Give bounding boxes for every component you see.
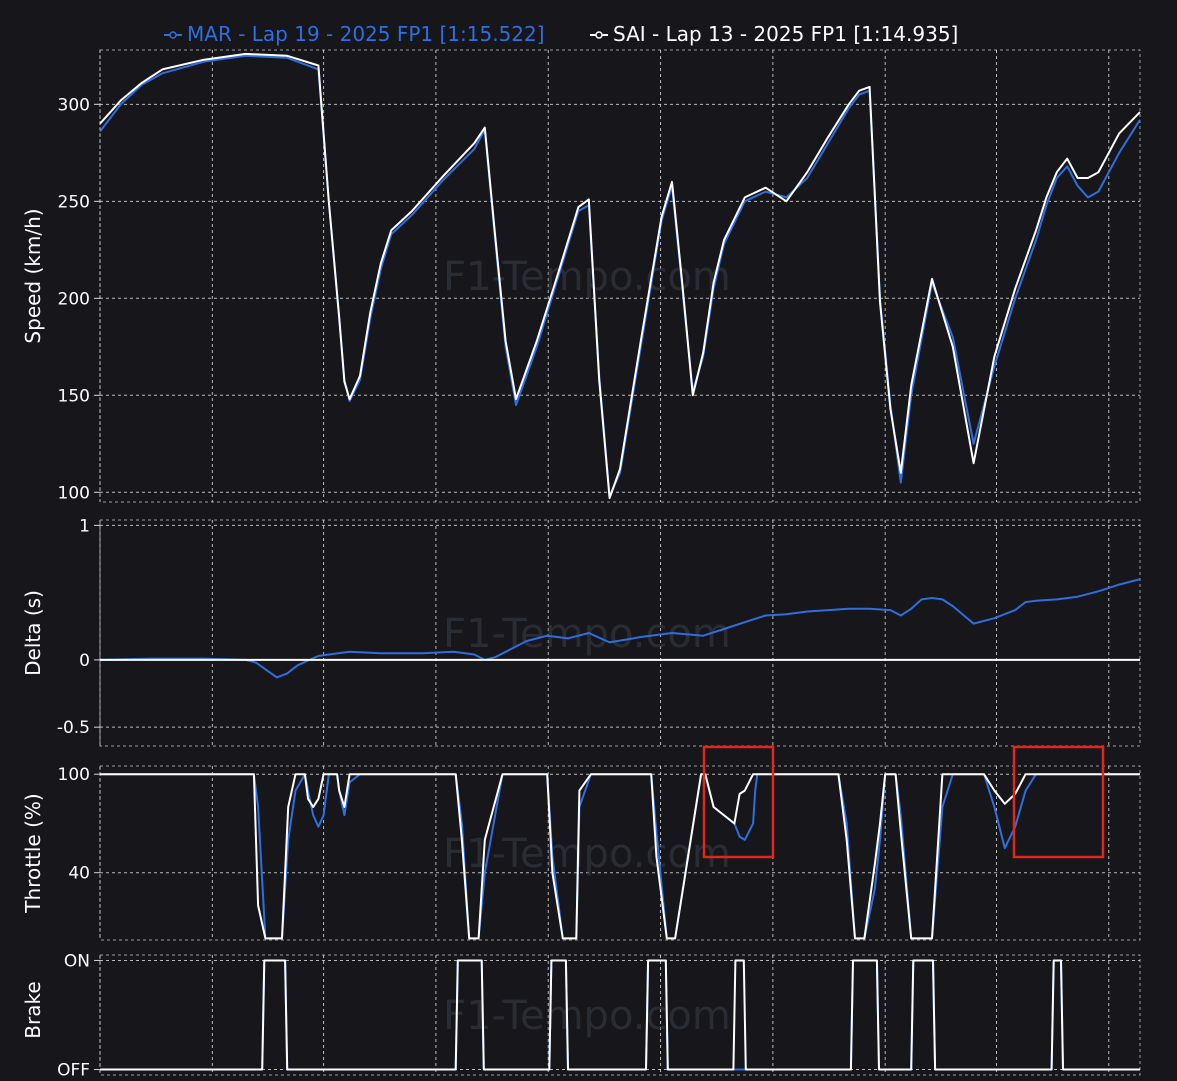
speed-axis-label: Speed (km/h) [21,208,45,343]
delta-plot-frame [99,519,1141,747]
speed-ytick-label-2: 200 [58,289,90,309]
throttle-series-sai [100,773,1140,940]
speed-ytick-label-3: 150 [58,386,90,406]
legend-label-mar: MAR - Lap 19 - 2025 FP1 [1:15.522] [187,22,545,46]
legend-marker-sai [595,31,603,39]
delta-ytick-label-1: 0 [79,651,90,671]
speed-ytick-label-4: 100 [58,483,90,503]
brake-watermark: F1-Tempo.com [443,993,731,1039]
speed-panel: 300 250 200 150 100 Speed (km/h) F1-Tempo.com [21,49,1141,503]
throttle-highlight-box-1 [702,745,775,859]
legend-item-mar[interactable]: MAR - Lap 19 - 2025 FP1 [1:15.522] [164,22,545,46]
brake-series-sai [100,959,1140,1071]
legend-item-sai[interactable]: SAI - Lap 13 - 2025 FP1 [1:14.935] [590,22,958,46]
speed-ytick-label-0: 300 [58,95,90,115]
brake-ytick-label-1: OFF [57,1061,90,1081]
delta-series-mar [99,578,1141,679]
throttle-axis-label: Throttle (%) [21,793,45,913]
throttle-highlight-box-2 [1012,745,1105,859]
delta-ytick-label-2: -0.5 [57,718,90,738]
delta-ytick-label-0: 1 [79,516,90,536]
brake-panel: ON OFF Brake F1-Tempo.com [21,951,1141,1081]
brake-plot-frame [99,954,1141,1076]
legend: MAR - Lap 19 - 2025 FP1 [1:15.522] SAI -… [164,22,958,46]
speed-plot-frame [99,49,1141,503]
speed-series-sai [99,52,1141,500]
brake-axis-label: Brake [21,981,45,1038]
speed-ytick-label-1: 250 [58,192,90,212]
throttle-ytick-label-1: 40 [68,864,90,884]
speed-watermark: F1-Tempo.com [443,254,731,300]
legend-label-sai: SAI - Lap 13 - 2025 FP1 [1:14.935] [613,22,958,46]
delta-axis-label: Delta (s) [21,590,45,676]
legend-marker-mar [169,31,177,39]
brake-ytick-label-0: ON [64,951,90,971]
throttle-ytick-label-0: 100 [58,765,90,785]
